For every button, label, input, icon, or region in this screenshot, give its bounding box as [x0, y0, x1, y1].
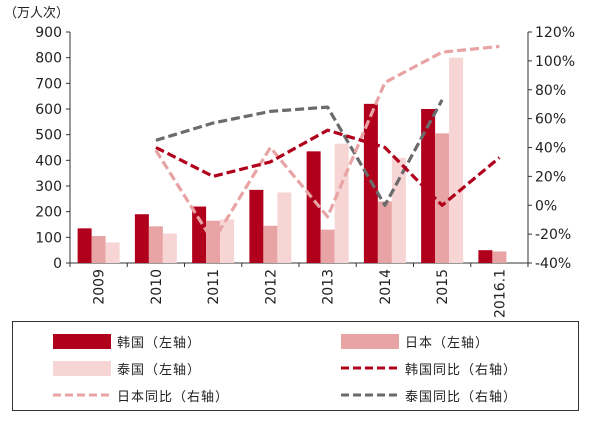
legend-swatch-korea-yoy — [341, 366, 399, 370]
bar-korea — [478, 250, 493, 263]
left-axis-ticks: 0 100 200 300 400 500 600 700 800 900 — [35, 25, 70, 272]
legend-label-japan: 日本（左轴） — [405, 335, 490, 351]
legend-label-korea: 韩国（左轴） — [117, 335, 202, 351]
right-tick-label: 100% — [535, 54, 575, 70]
x-axis-ticks: 2009 2010 2011 2012 2013 2014 2015 2016.1 — [69, 263, 529, 318]
bar-thailand — [220, 219, 235, 263]
bar-japan — [91, 236, 106, 263]
bar-thailand — [449, 57, 464, 263]
right-tick-label: 120% — [535, 25, 575, 41]
right-tick-label: 40% — [535, 141, 566, 157]
legend-swatch-thailand-yoy — [341, 393, 399, 397]
legend-swatch-japan — [341, 333, 399, 349]
right-tick-label: 0% — [535, 198, 557, 214]
bar-marks — [77, 57, 507, 263]
left-tick-label: 300 — [35, 179, 62, 195]
left-tick-label: 500 — [35, 128, 62, 144]
bar-thailand — [277, 192, 292, 263]
line-korea-yoy — [155, 128, 501, 207]
legend-swatch-thailand — [53, 360, 111, 376]
left-tick-label: 100 — [35, 230, 62, 246]
legend-swatch-korea — [53, 333, 111, 349]
line-thailand-yoy — [155, 99, 444, 207]
bar-thailand — [334, 143, 349, 263]
bar-japan — [263, 225, 278, 263]
legend-label-japan-yoy: 日本同比（右轴） — [117, 389, 230, 405]
bar-korea — [77, 228, 92, 263]
left-tick-label: 0 — [53, 256, 62, 272]
x-tick-label: 2013 — [321, 269, 337, 305]
x-tick-label: 2015 — [435, 269, 451, 305]
bar-korea — [306, 151, 321, 263]
left-tick-label: 700 — [35, 76, 62, 92]
right-tick-label: -40% — [535, 256, 571, 272]
legend-item-thailand: 泰国（左轴） — [53, 357, 201, 379]
legend-item-japan-yoy: 日本同比（右轴） — [53, 384, 229, 406]
x-tick-label: 2011 — [206, 269, 222, 305]
bar-japan — [148, 226, 163, 263]
legend-swatch-japan-yoy — [53, 393, 111, 397]
line-marks — [154, 44, 501, 243]
legend-item-korea: 韩国（左轴） — [53, 330, 201, 352]
bar-korea — [249, 189, 264, 263]
right-axis-ticks: -40% -20% 0% 20% 40% 60% 80% 100% 120% — [528, 25, 575, 272]
bar-japan — [435, 133, 450, 263]
x-tick-label: 2016.1 — [492, 269, 508, 318]
bar-korea — [192, 206, 207, 263]
legend-item-japan: 日本（左轴） — [341, 330, 489, 352]
bar-japan — [377, 201, 392, 263]
chart-legend: 韩国（左轴） 日本（左轴） 泰国（左轴） 韩国同比（右轴） 日本同比（右轴） 泰… — [12, 321, 579, 411]
right-tick-label: 60% — [535, 112, 566, 128]
x-tick-label: 2010 — [149, 269, 165, 305]
left-tick-label: 600 — [35, 102, 62, 118]
right-tick-label: 20% — [535, 169, 566, 185]
left-tick-label: 400 — [35, 153, 62, 169]
x-tick-label: 2014 — [378, 269, 394, 305]
legend-item-korea-yoy: 韩国同比（右轴） — [341, 357, 517, 379]
x-tick-label: 2012 — [263, 269, 279, 305]
legend-label-korea-yoy: 韩国同比（右轴） — [405, 362, 518, 378]
legend-label-thailand-yoy: 泰国同比（右轴） — [405, 389, 518, 405]
bar-korea — [421, 109, 436, 263]
left-tick-label: 800 — [35, 51, 62, 67]
left-axis-unit: （万人次） — [4, 5, 69, 21]
bar-thailand — [162, 233, 177, 263]
bar-japan — [492, 251, 507, 263]
bar-thailand — [105, 242, 120, 263]
right-tick-label: 80% — [535, 83, 566, 99]
left-tick-label: 900 — [35, 25, 62, 41]
legend-item-thailand-yoy: 泰国同比（右轴） — [341, 384, 517, 406]
legend-label-thailand: 泰国（左轴） — [117, 362, 202, 378]
bar-japan — [320, 229, 335, 263]
line-japan-yoy — [154, 44, 500, 243]
x-tick-label: 2009 — [92, 269, 108, 305]
bar-korea — [134, 214, 149, 263]
left-tick-label: 200 — [35, 205, 62, 221]
right-tick-label: -20% — [535, 227, 571, 243]
